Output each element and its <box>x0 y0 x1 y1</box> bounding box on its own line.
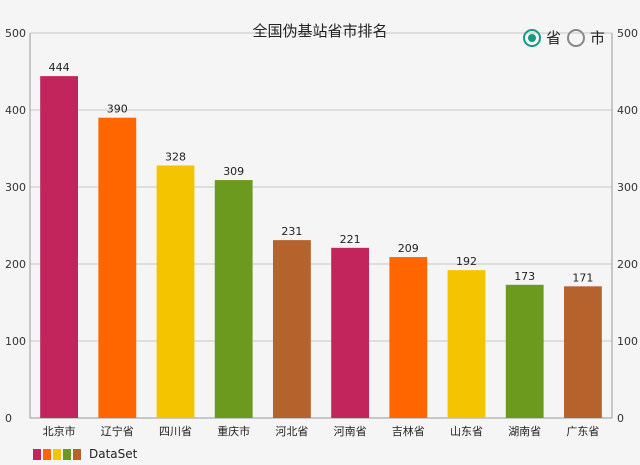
bar <box>156 165 195 418</box>
radio-province-label: 省 <box>546 29 562 47</box>
x-tick-label: 四川省 <box>159 425 192 438</box>
y-tick-label-right: 500 <box>617 27 638 40</box>
radio-unchecked-icon <box>567 28 586 47</box>
y-tick-label-left: 0 <box>5 412 12 425</box>
legend-swatch <box>53 448 61 460</box>
legend-swatches <box>33 448 83 460</box>
bar <box>98 117 137 418</box>
data-label: 173 <box>514 270 535 283</box>
y-tick-label-right: 400 <box>617 104 638 117</box>
y-tick-label-right: 100 <box>617 335 638 348</box>
chart-title: 全国伪基站省市排名 <box>252 22 388 40</box>
data-label: 390 <box>107 103 128 116</box>
x-tick-label: 北京市 <box>43 424 76 438</box>
y-tick-label-right: 300 <box>617 181 638 194</box>
y-tick-label-right: 200 <box>617 258 638 271</box>
x-tick-label: 辽宁省 <box>101 424 134 438</box>
y-tick-label-left: 100 <box>5 335 26 348</box>
data-label: 209 <box>398 242 419 255</box>
y-tick-label-left: 200 <box>5 258 26 271</box>
legend-swatch <box>33 448 41 460</box>
data-label: 221 <box>340 233 361 246</box>
chart-legend: DataSet <box>33 447 137 461</box>
legend-swatch <box>43 448 51 460</box>
x-tick-label: 河北省 <box>275 425 308 438</box>
x-tick-label: 广东省 <box>566 425 599 438</box>
x-tick-label: 湖南省 <box>508 425 541 438</box>
radio-city[interactable]: 市 <box>567 27 605 48</box>
data-label: 171 <box>572 271 593 284</box>
radio-checked-icon <box>523 28 541 47</box>
y-tick-label-right: 0 <box>617 412 624 425</box>
bar <box>272 240 311 418</box>
bar <box>40 76 79 419</box>
bar <box>389 257 428 418</box>
x-tick-label: 重庆市 <box>217 424 250 438</box>
x-tick-label: 山东省 <box>450 425 483 438</box>
data-label: 309 <box>223 165 244 178</box>
y-tick-label-left: 400 <box>5 104 26 117</box>
bar <box>331 247 370 418</box>
bar <box>214 180 253 418</box>
legend-swatch <box>63 448 71 460</box>
data-label: 231 <box>281 225 302 238</box>
legend-label: DataSet <box>89 447 138 461</box>
data-label: 192 <box>456 255 477 268</box>
bar <box>563 286 602 418</box>
x-tick-label: 河南省 <box>334 425 367 438</box>
x-tick-label: 吉林省 <box>392 424 425 438</box>
bar <box>505 284 544 418</box>
radio-city-label: 市 <box>590 29 606 47</box>
y-tick-label-left: 300 <box>5 181 26 194</box>
bar <box>447 270 486 418</box>
radio-province[interactable]: 省 <box>523 27 561 48</box>
region-toggle: 省 市 <box>523 27 611 48</box>
legend-swatch <box>73 448 81 460</box>
data-label: 444 <box>49 61 70 74</box>
y-tick-label-left: 500 <box>5 27 26 40</box>
data-label: 328 <box>165 150 186 163</box>
